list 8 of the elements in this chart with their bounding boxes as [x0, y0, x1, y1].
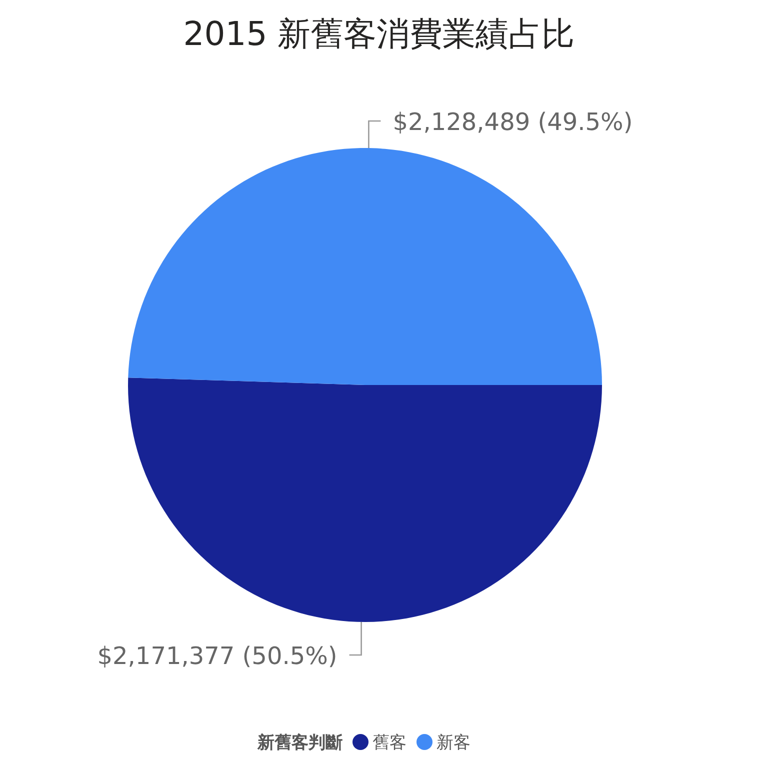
legend-label: 新客	[436, 733, 470, 753]
data-label: $2,128,489 (49.5%)	[392, 108, 633, 136]
chart-title: 2015 新舊客消費業績占比	[183, 14, 575, 53]
pie-slice	[128, 148, 602, 385]
pie-slice	[128, 378, 602, 622]
data-label: $2,171,377 (50.5%)	[97, 642, 338, 670]
legend-label: 舊客	[372, 733, 406, 753]
legend-title: 新舊客判斷	[256, 733, 342, 753]
